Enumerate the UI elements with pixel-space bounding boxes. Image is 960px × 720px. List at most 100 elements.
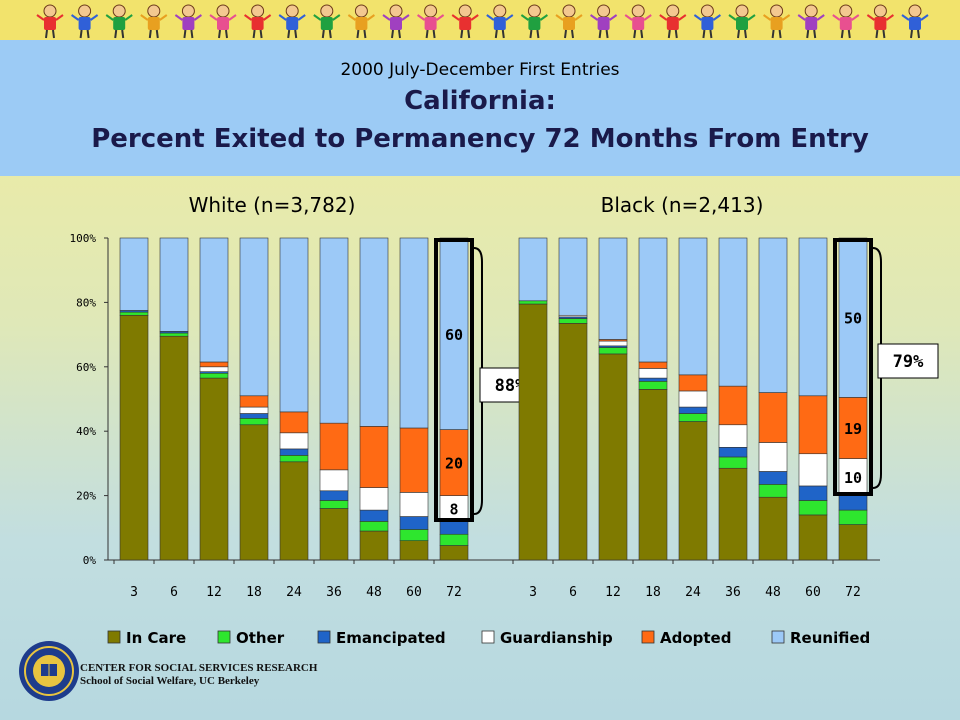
bar-segment [399,516,429,530]
group-title: White (n=3,782) [189,193,356,217]
kid-leg-icon [45,29,48,39]
kid-arm-icon [678,14,687,21]
kid-body-icon [182,17,195,30]
kid-arm-icon [470,14,479,21]
bar-segment [798,453,828,487]
kid-arm-icon [347,14,356,21]
bar-segment [758,471,788,485]
kid-body-icon [805,17,818,30]
legend-label: Emancipated [336,629,446,647]
kid-leg-icon [640,29,644,39]
bar-segment [199,361,229,368]
kid-leg-icon [771,29,775,39]
kid-arm-icon [417,14,426,21]
highlight-box [434,238,474,522]
kid-leg-icon [183,29,187,39]
kid-arm-icon [71,14,80,21]
bar-segment [758,442,788,472]
kid-arm-icon [193,14,202,21]
bar-segment [518,303,548,561]
bar-segment [678,413,708,422]
kid-body-icon [632,17,645,30]
kid-leg-icon [910,29,913,39]
legend-swatch [481,630,495,644]
kids-banner [0,0,960,40]
bar-segment [359,521,389,532]
kid-body-icon [563,17,575,30]
bar-segment [638,361,668,369]
x-tick-label: 36 [326,585,342,600]
bar-segment [598,340,628,347]
bar-segment [638,380,668,390]
bar-segment [159,335,189,561]
bar-segment [199,237,229,363]
bar-segment [279,237,309,413]
kid-arm-icon [366,14,375,21]
kid-body-icon [390,17,402,30]
bar-segment [199,366,229,372]
kid-arm-icon [313,14,322,21]
bar-segment [279,432,309,450]
kid-leg-icon [917,29,920,39]
kid-leg-icon [114,29,118,39]
x-tick-label: 36 [725,585,741,600]
kid-arm-icon [263,14,272,21]
kid-leg-icon [294,29,298,39]
kid-leg-icon [598,29,602,39]
bar-segment [518,237,548,302]
kid-body-icon [839,17,852,30]
bar-segment [399,540,429,561]
bar-segment [718,456,748,469]
bar-segment [239,418,269,426]
bar-segment [359,487,389,511]
kid-arm-icon [332,14,341,21]
kid-body-icon [666,17,679,30]
kid-body-icon [770,17,783,30]
kid-arm-icon [901,14,910,21]
kid-arm-icon [209,14,218,21]
kid-leg-icon [190,29,194,39]
kid-arm-icon [244,14,253,21]
kid-leg-icon [467,29,471,39]
bar-segment [279,461,309,561]
bracket-label: 79% [893,352,924,372]
kid-body-icon [528,17,541,30]
bar-segment [598,347,628,355]
kid-arm-icon [832,14,841,21]
kid-arm-icon [140,14,149,21]
legend-swatch [771,630,785,644]
bar-segment [678,421,708,561]
kid-body-icon [701,17,714,30]
bar-segment [518,300,548,305]
bar-segment [159,332,189,337]
footer: CENTER FOR SOCIAL SERVICES RESEARCH Scho… [80,662,317,688]
kid-arm-icon [712,14,721,21]
kid-arm-icon [55,14,64,21]
legend-swatch [317,630,331,644]
bar-segment [838,237,868,398]
kid-arm-icon [436,14,445,21]
x-tick-label: 24 [286,585,302,600]
kid-arm-icon [382,14,391,21]
kid-arm-icon [797,14,806,21]
bar-segment [359,509,389,522]
kid-arm-icon [174,14,183,21]
y-tick-label: 60% [76,361,96,374]
bar-segment [359,426,389,488]
bar-segment [439,495,469,522]
kid-leg-icon [564,29,567,39]
kid-leg-icon [52,29,55,39]
kid-leg-icon [571,29,574,39]
legend-label: Adopted [660,629,731,647]
bar-segment [718,424,748,448]
bar-segment [558,323,588,561]
kid-arm-icon [782,14,791,21]
kid-arm-icon [728,14,737,21]
kid-arm-icon [36,14,45,21]
kid-body-icon [597,17,610,30]
kid-leg-icon [667,29,671,39]
kid-body-icon [78,17,91,30]
bar-segment [838,524,868,561]
bar-segment [638,237,668,363]
